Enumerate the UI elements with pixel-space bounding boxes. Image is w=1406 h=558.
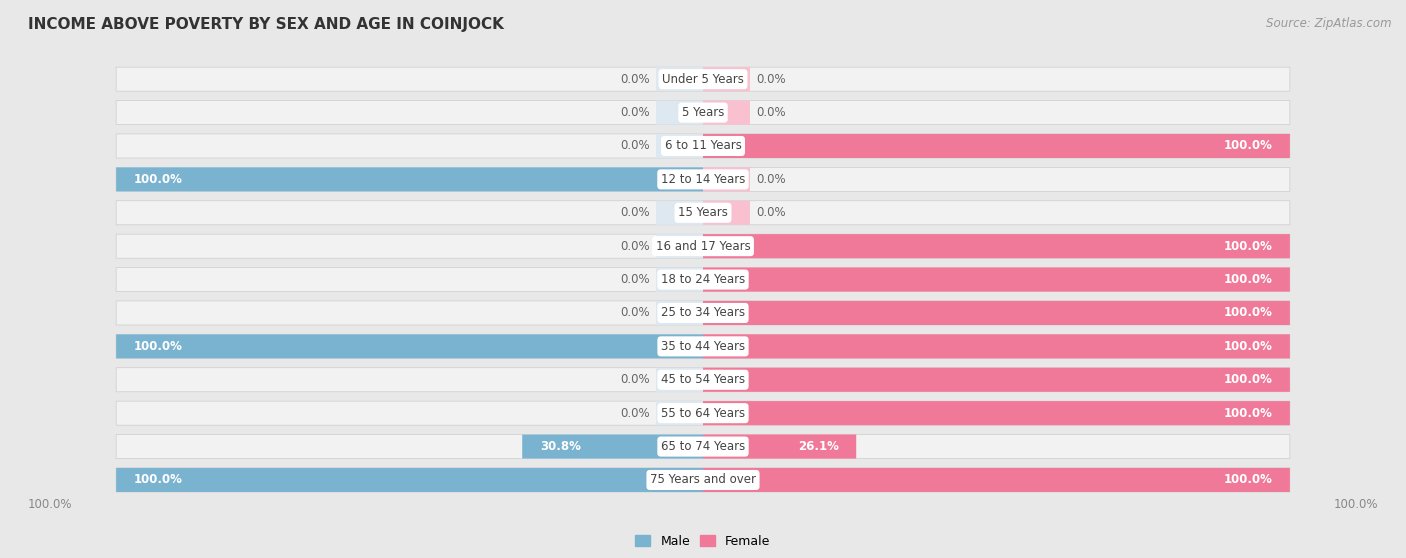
Text: 0.0%: 0.0% (620, 140, 650, 152)
FancyBboxPatch shape (117, 67, 1289, 91)
Text: 75 Years and over: 75 Years and over (650, 473, 756, 487)
Text: 100.0%: 100.0% (1223, 473, 1272, 487)
FancyBboxPatch shape (703, 234, 1289, 258)
Text: 25 to 34 Years: 25 to 34 Years (661, 306, 745, 320)
FancyBboxPatch shape (703, 134, 1289, 158)
FancyBboxPatch shape (703, 301, 1289, 325)
FancyBboxPatch shape (703, 401, 1289, 425)
Text: 26.1%: 26.1% (797, 440, 838, 453)
Text: 0.0%: 0.0% (756, 206, 786, 219)
Text: 45 to 54 Years: 45 to 54 Years (661, 373, 745, 386)
Text: 35 to 44 Years: 35 to 44 Years (661, 340, 745, 353)
FancyBboxPatch shape (703, 401, 1289, 425)
FancyBboxPatch shape (117, 234, 1289, 258)
FancyBboxPatch shape (117, 334, 703, 358)
Text: 12 to 14 Years: 12 to 14 Years (661, 173, 745, 186)
FancyBboxPatch shape (117, 401, 1289, 425)
FancyBboxPatch shape (703, 201, 749, 225)
FancyBboxPatch shape (703, 468, 1289, 492)
FancyBboxPatch shape (117, 468, 703, 492)
FancyBboxPatch shape (703, 134, 1289, 158)
FancyBboxPatch shape (657, 134, 703, 158)
Text: 0.0%: 0.0% (620, 73, 650, 86)
Text: 100.0%: 100.0% (1223, 306, 1272, 320)
Text: 0.0%: 0.0% (620, 306, 650, 320)
Text: 100.0%: 100.0% (1333, 498, 1378, 511)
FancyBboxPatch shape (703, 234, 1289, 258)
Text: 0.0%: 0.0% (620, 206, 650, 219)
Text: 100.0%: 100.0% (134, 173, 183, 186)
Text: 0.0%: 0.0% (756, 173, 786, 186)
Text: 55 to 64 Years: 55 to 64 Years (661, 407, 745, 420)
FancyBboxPatch shape (117, 334, 703, 358)
FancyBboxPatch shape (703, 468, 1289, 492)
Text: 30.8%: 30.8% (540, 440, 581, 453)
FancyBboxPatch shape (703, 67, 749, 91)
FancyBboxPatch shape (703, 435, 856, 459)
FancyBboxPatch shape (522, 435, 703, 459)
FancyBboxPatch shape (117, 167, 1289, 191)
Text: 0.0%: 0.0% (756, 106, 786, 119)
FancyBboxPatch shape (657, 401, 703, 425)
FancyBboxPatch shape (117, 100, 1289, 124)
Text: 100.0%: 100.0% (1223, 140, 1272, 152)
FancyBboxPatch shape (657, 234, 703, 258)
FancyBboxPatch shape (117, 167, 703, 191)
FancyBboxPatch shape (703, 435, 856, 459)
Text: Source: ZipAtlas.com: Source: ZipAtlas.com (1267, 17, 1392, 30)
Text: 100.0%: 100.0% (1223, 240, 1272, 253)
Text: 100.0%: 100.0% (1223, 273, 1272, 286)
FancyBboxPatch shape (117, 435, 1289, 459)
Text: 65 to 74 Years: 65 to 74 Years (661, 440, 745, 453)
FancyBboxPatch shape (703, 334, 1289, 358)
Text: 100.0%: 100.0% (1223, 340, 1272, 353)
FancyBboxPatch shape (117, 368, 1289, 392)
FancyBboxPatch shape (657, 67, 703, 91)
FancyBboxPatch shape (657, 368, 703, 392)
Text: 0.0%: 0.0% (620, 106, 650, 119)
Text: 16 and 17 Years: 16 and 17 Years (655, 240, 751, 253)
Text: 100.0%: 100.0% (134, 340, 183, 353)
Legend: Male, Female: Male, Female (630, 530, 776, 553)
Text: 15 Years: 15 Years (678, 206, 728, 219)
FancyBboxPatch shape (117, 301, 1289, 325)
FancyBboxPatch shape (117, 468, 703, 492)
FancyBboxPatch shape (703, 368, 1289, 392)
FancyBboxPatch shape (703, 267, 1289, 292)
FancyBboxPatch shape (703, 334, 1289, 358)
FancyBboxPatch shape (657, 201, 703, 225)
Text: 0.0%: 0.0% (620, 407, 650, 420)
FancyBboxPatch shape (522, 435, 703, 459)
FancyBboxPatch shape (117, 267, 1289, 292)
Text: 0.0%: 0.0% (756, 73, 786, 86)
Text: 100.0%: 100.0% (28, 498, 73, 511)
FancyBboxPatch shape (703, 368, 1289, 392)
FancyBboxPatch shape (117, 201, 1289, 225)
FancyBboxPatch shape (657, 267, 703, 292)
FancyBboxPatch shape (657, 301, 703, 325)
Text: INCOME ABOVE POVERTY BY SEX AND AGE IN COINJOCK: INCOME ABOVE POVERTY BY SEX AND AGE IN C… (28, 17, 503, 32)
Text: 0.0%: 0.0% (620, 273, 650, 286)
Text: 18 to 24 Years: 18 to 24 Years (661, 273, 745, 286)
FancyBboxPatch shape (117, 134, 1289, 158)
Text: 5 Years: 5 Years (682, 106, 724, 119)
FancyBboxPatch shape (703, 267, 1289, 292)
FancyBboxPatch shape (657, 100, 703, 124)
Text: 100.0%: 100.0% (1223, 373, 1272, 386)
Text: Under 5 Years: Under 5 Years (662, 73, 744, 86)
Text: 0.0%: 0.0% (620, 240, 650, 253)
Text: 100.0%: 100.0% (134, 473, 183, 487)
FancyBboxPatch shape (703, 301, 1289, 325)
FancyBboxPatch shape (703, 100, 749, 124)
FancyBboxPatch shape (703, 167, 749, 191)
Text: 100.0%: 100.0% (1223, 407, 1272, 420)
FancyBboxPatch shape (117, 468, 1289, 492)
Text: 6 to 11 Years: 6 to 11 Years (665, 140, 741, 152)
FancyBboxPatch shape (117, 334, 1289, 358)
FancyBboxPatch shape (117, 167, 703, 191)
Text: 0.0%: 0.0% (620, 373, 650, 386)
